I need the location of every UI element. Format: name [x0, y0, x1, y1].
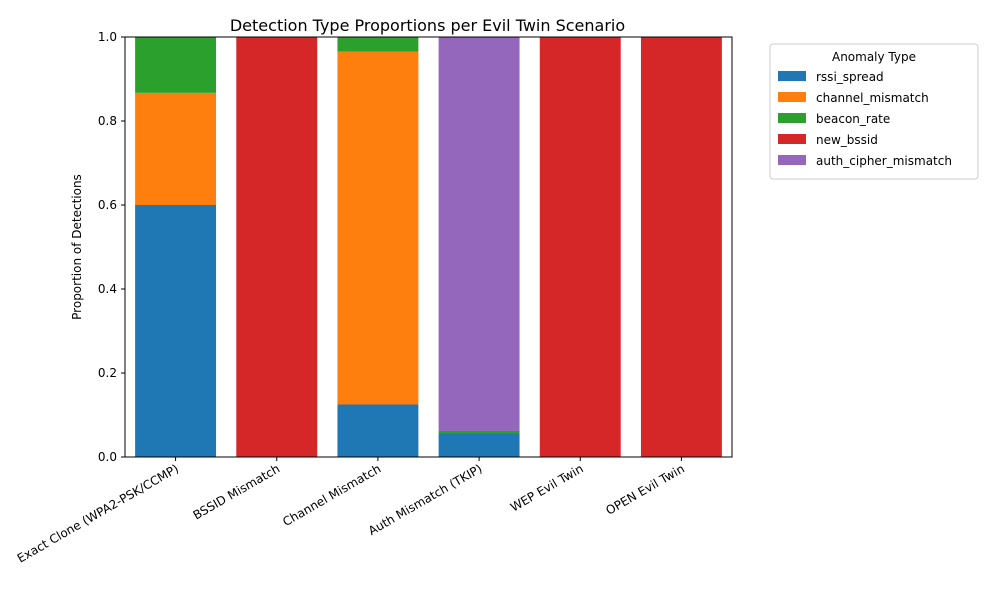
bar-channel_mismatch-2 — [337, 51, 419, 405]
chart-title: Detection Type Proportions per Evil Twin… — [230, 16, 625, 35]
legend-title: Anomaly Type — [832, 50, 916, 64]
bar-beacon_rate-3 — [438, 430, 520, 434]
legend-label-auth_cipher_mismatch: auth_cipher_mismatch — [816, 154, 952, 168]
x-tick-label: Auth Mismatch (TKIP) — [366, 461, 485, 538]
legend-label-rssi_spread: rssi_spread — [816, 70, 884, 84]
bar-rssi_spread-3 — [438, 433, 520, 457]
legend-label-new_bssid: new_bssid — [816, 133, 878, 147]
bar-auth_cipher_mismatch-3 — [438, 37, 520, 431]
bar-new_bssid-1 — [236, 37, 318, 457]
bar-new_bssid-4 — [539, 37, 621, 457]
bar-rssi_spread-2 — [337, 404, 419, 457]
legend-swatch-channel_mismatch — [778, 92, 806, 102]
x-tick-label: Channel Mismatch — [280, 461, 383, 529]
bar-channel_mismatch-0 — [135, 92, 217, 205]
plot-frame — [124, 36, 733, 458]
legend-label-channel_mismatch: channel_mismatch — [816, 91, 929, 105]
legend-swatch-beacon_rate — [778, 113, 806, 123]
legend-swatch-auth_cipher_mismatch — [778, 155, 806, 165]
legend-swatch-rssi_spread — [778, 71, 806, 81]
x-axis: Exact Clone (WPA2-PSK/CCMP) BSSID Mismatc… — [15, 457, 687, 566]
bar-new_bssid-5 — [640, 37, 722, 457]
x-tick-label: Exact Clone (WPA2-PSK/CCMP) — [15, 461, 181, 565]
y-tick-label: 0.6 — [98, 198, 117, 212]
y-axis-label: Proportion of Detections — [70, 174, 84, 320]
bar-beacon_rate-2 — [337, 37, 419, 52]
legend-swatch-new_bssid — [778, 134, 806, 144]
x-tick-label: OPEN Evil Twin — [603, 461, 686, 517]
x-tick-label: WEP Evil Twin — [508, 461, 586, 514]
y-tick-label: 0.0 — [98, 450, 117, 464]
y-tick-label: 0.2 — [98, 366, 117, 380]
bar-beacon_rate-0 — [135, 37, 217, 93]
y-tick-label: 1.0 — [98, 30, 117, 44]
legend: Anomaly Type rssi_spread channel_mismatch… — [769, 43, 979, 180]
y-axis: 0.0 0.2 0.4 0.6 0.8 1.0 — [98, 30, 125, 464]
bar-rssi_spread-0 — [135, 205, 217, 457]
legend-label-beacon_rate: beacon_rate — [816, 112, 890, 126]
x-tick-label: BSSID Mismatch — [191, 461, 283, 522]
y-tick-label: 0.4 — [98, 282, 117, 296]
legend-box — [769, 43, 979, 180]
bars-group — [135, 37, 722, 457]
y-tick-label: 0.8 — [98, 114, 117, 128]
